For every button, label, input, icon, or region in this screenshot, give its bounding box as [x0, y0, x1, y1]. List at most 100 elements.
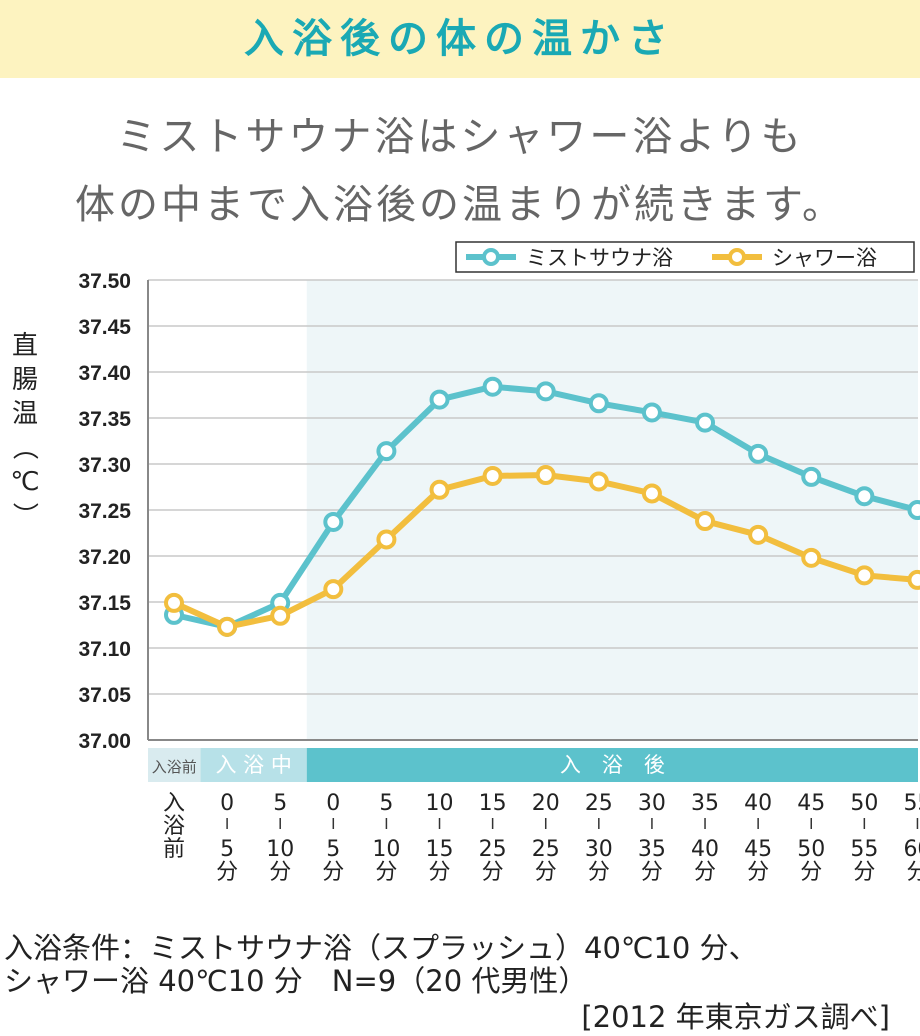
x-tick-label: 35	[691, 791, 719, 816]
x-tick-label: 分	[747, 860, 769, 885]
y-tick-label: 37.15	[78, 592, 131, 615]
data-point-mist	[482, 376, 503, 397]
data-point-shower	[641, 483, 662, 504]
x-tick-label: 分	[800, 860, 822, 885]
x-tick-label: 0	[220, 791, 234, 816]
data-point-shower	[695, 511, 716, 532]
legend-box	[455, 241, 915, 273]
page-title: 入浴後の体の温かさ	[244, 16, 676, 62]
phase-band-3	[306, 748, 918, 782]
data-point-mist	[907, 500, 920, 520]
phase-band-2	[200, 748, 307, 782]
x-tick-label: 分	[269, 860, 291, 885]
data-point-mist	[695, 412, 716, 433]
x-tick-label: 10	[266, 837, 294, 862]
x-tick-label: 40	[691, 837, 719, 862]
data-point-shower	[164, 592, 184, 613]
y-tick-label: 37.50	[78, 270, 131, 293]
x-tick-label: 25	[585, 791, 613, 816]
x-tick-label: 5	[326, 837, 340, 862]
source-note: [2012 年東京ガス調べ]	[581, 1000, 890, 1034]
x-tick-label: 分	[906, 860, 920, 885]
y-tick-label: 37.05	[78, 684, 131, 707]
x-tick-label: 入	[163, 791, 185, 816]
y-axis-title-char: 腸	[12, 365, 38, 395]
line-chart: 37.00 37.05 37.10 37.15 37.20 37.25 37.30 37.35…	[9, 241, 920, 885]
x-tick-label: 10	[426, 791, 454, 816]
x-tick-label: 15	[426, 837, 454, 862]
title-banner	[0, 0, 920, 78]
y-axis-title-char: 直	[12, 331, 38, 361]
x-tick-label: 25	[532, 837, 560, 862]
x-tick-label: 15	[479, 791, 507, 816]
x-tick-label: 5	[220, 837, 234, 862]
x-tick-label: 40	[744, 791, 772, 816]
x-tick-label: 35	[638, 837, 666, 862]
data-point-mist	[429, 389, 450, 410]
data-point-mist	[323, 511, 344, 532]
data-point-mist	[854, 486, 875, 507]
data-point-shower	[270, 605, 291, 626]
data-point-shower	[748, 524, 769, 545]
y-axis-title-char: ）	[9, 502, 39, 528]
legend-swatch-marker	[482, 248, 500, 266]
data-point-shower	[854, 565, 875, 586]
data-point-mist	[535, 381, 556, 402]
bath-condition-line-2: シャワー浴 40℃10 分 N=9（20 代男性）	[4, 964, 588, 998]
x-tick-label: 分	[375, 860, 397, 885]
x-tick-label: 55	[850, 837, 878, 862]
x-tick-label: 分	[482, 860, 504, 885]
x-tick-label: 25	[479, 837, 507, 862]
y-tick-label: 37.25	[78, 500, 131, 523]
y-tick-label: 37.35	[78, 408, 131, 431]
x-tick-label: 分	[853, 860, 875, 885]
x-tick-label: 分	[429, 860, 451, 885]
x-tick-label: 分	[641, 860, 663, 885]
data-point-shower	[376, 529, 397, 550]
data-point-mist	[641, 402, 662, 423]
data-point-shower	[482, 465, 503, 486]
data-point-mist	[376, 441, 397, 462]
x-tick-label: 分	[535, 860, 557, 885]
x-tick-label: 30	[638, 791, 666, 816]
x-tick-label: 浴	[163, 814, 185, 839]
data-point-shower	[535, 465, 556, 486]
x-tick-label: 20	[532, 791, 560, 816]
y-tick-label: 37.40	[78, 362, 131, 385]
legend-swatch-marker	[728, 248, 746, 266]
x-tick-label: 分	[588, 860, 610, 885]
data-point-shower	[429, 479, 450, 500]
data-point-shower	[907, 569, 920, 590]
x-tick-label: 45	[797, 791, 825, 816]
data-point-shower	[801, 547, 822, 568]
x-tick-label: 55	[903, 791, 920, 816]
data-point-mist	[748, 443, 769, 464]
y-tick-label: 37.00	[78, 730, 131, 753]
legend-label: シャワー浴	[772, 246, 877, 270]
y-axis-title-char: 温	[12, 399, 38, 429]
y-axis-title-char: ℃	[10, 467, 39, 497]
data-point-shower	[323, 579, 344, 600]
x-tick-label: 30	[585, 837, 613, 862]
bath-condition-line-1: 入浴条件：ミストサウナ浴（スプラッシュ）40℃10 分、	[4, 931, 758, 965]
y-tick-label: 37.20	[78, 546, 131, 569]
y-tick-label: 37.30	[78, 454, 131, 477]
x-tick-label: 分	[694, 860, 716, 885]
legend-label: ミストサウナ浴	[526, 246, 673, 270]
phase-label: 入 浴 中	[215, 753, 291, 777]
x-tick-label: 分	[322, 860, 344, 885]
x-tick-label: 5	[379, 791, 393, 816]
x-tick-label: 0	[326, 791, 340, 816]
x-tick-label: 60	[903, 837, 920, 862]
phase-label: 入 浴 後	[560, 753, 665, 777]
x-tick-label: 10	[372, 837, 400, 862]
x-tick-label: 50	[797, 837, 825, 862]
x-tick-label: 50	[850, 791, 878, 816]
x-tick-label: 前	[163, 837, 185, 862]
subtitle-line-1: ミストサウナ浴はシャワー浴よりも	[116, 114, 804, 160]
y-tick-label: 37.45	[78, 316, 131, 339]
data-point-shower	[217, 616, 238, 637]
phase-band-1	[148, 748, 201, 782]
x-tick-label: 5	[273, 791, 287, 816]
data-point-mist	[588, 393, 609, 414]
